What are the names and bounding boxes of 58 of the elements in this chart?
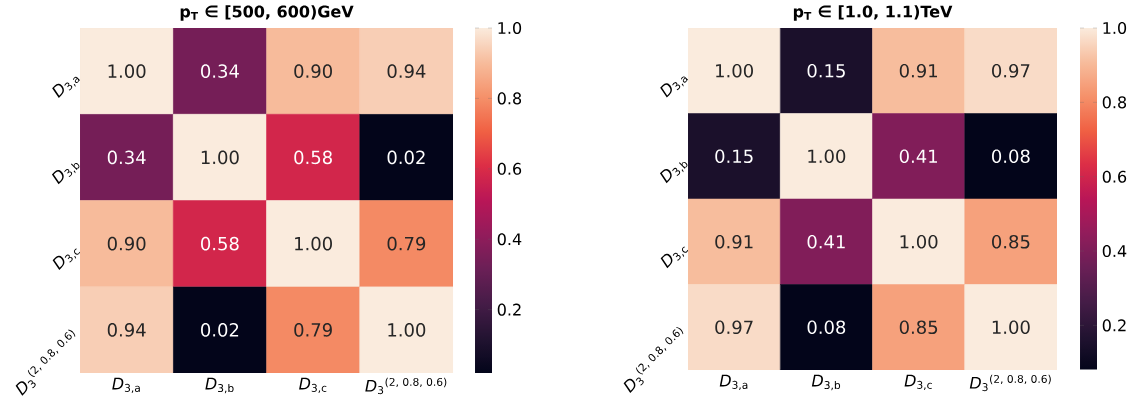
- data-label: 0.97: [992, 63, 1030, 78]
- data-label: 1.00: [716, 63, 753, 78]
- data-label: 0.41: [899, 149, 937, 164]
- data-label: 0.79: [294, 323, 332, 337]
- x-tick-label: D$_{3,c}$: [299, 377, 327, 394]
- color-bar-label: 0.4: [1102, 244, 1127, 258]
- data-label: 0.58: [294, 150, 332, 165]
- data-label: 0.97: [715, 320, 753, 335]
- x-tick-label: D$_{3,a}$: [719, 374, 748, 391]
- data-label: 0.02: [387, 150, 425, 165]
- chart-title: p$_{T}$ ∈ [1.0, 1.1)TeV: [793, 5, 953, 21]
- color-bar-label: 1.0: [498, 21, 522, 35]
- y-tick-label: D$_{3,a}$: [52, 76, 81, 98]
- data-label: 0.08: [807, 320, 846, 335]
- data-label: 1.00: [388, 323, 426, 337]
- x-tick-label: D$_{3}$(2, 0.8, 0.6): [969, 374, 1051, 392]
- data-label: 0.94: [107, 323, 146, 337]
- data-label: 1.00: [201, 150, 239, 165]
- data-label: 0.58: [201, 236, 239, 251]
- data-label: 0.90: [294, 64, 332, 78]
- y-tick-label: D$_{3,b}$: [659, 161, 688, 184]
- data-label: 1.00: [808, 149, 846, 164]
- data-label: 0.91: [715, 234, 753, 249]
- x-tick-label: D$_{3,b}$: [811, 374, 841, 391]
- data-label: 1.00: [108, 64, 146, 78]
- y-tick-label: D$_{3,a}$: [660, 76, 689, 98]
- y-tick-label: D$_{3,c}$: [660, 246, 689, 269]
- data-label: 0.34: [201, 64, 239, 78]
- data-label: 0.90: [107, 236, 146, 251]
- color-bar-label: 1.0: [1103, 21, 1127, 35]
- color-bar-label: 0.6: [497, 162, 522, 175]
- data-label: 0.34: [107, 150, 146, 165]
- color-bar-label: 0.8: [497, 92, 522, 105]
- color-bar-label: 0.4: [497, 233, 522, 246]
- chart-title: p$_{T}$ ∈ [500, 600)GeV: [180, 5, 354, 21]
- color-bar-label: 0.8: [1102, 96, 1127, 109]
- color-bar-label: 0.2: [497, 303, 521, 316]
- data-label: 0.08: [992, 149, 1030, 164]
- x-tick-label: D$_{3,b}$: [205, 377, 234, 394]
- data-label: 0.85: [992, 234, 1030, 249]
- x-tick-label: D$_{3,c}$: [904, 374, 932, 391]
- color-bar-label: 0.2: [1102, 319, 1126, 332]
- data-label: 0.94: [387, 64, 426, 78]
- y-tick-label: D$_{3,b}$: [51, 163, 80, 185]
- y-tick-label: D$_{3,c}$: [52, 248, 81, 271]
- data-label: 0.15: [807, 63, 845, 78]
- data-label: 0.85: [899, 320, 938, 335]
- data-label: 0.91: [899, 63, 937, 78]
- data-label: 1.00: [992, 320, 1030, 335]
- data-label: 0.41: [807, 234, 845, 249]
- x-tick-label: D$_{3}$(2, 0.8, 0.6): [365, 377, 447, 395]
- data-label: 0.15: [715, 149, 753, 164]
- x-tick-label: D$_{3,a}$: [112, 377, 140, 394]
- color-bar-label: 0.6: [1102, 170, 1127, 183]
- data-label: 0.02: [201, 323, 239, 337]
- data-label: 1.00: [900, 234, 938, 249]
- data-label: 0.79: [387, 236, 426, 251]
- data-label: 1.00: [295, 236, 332, 251]
